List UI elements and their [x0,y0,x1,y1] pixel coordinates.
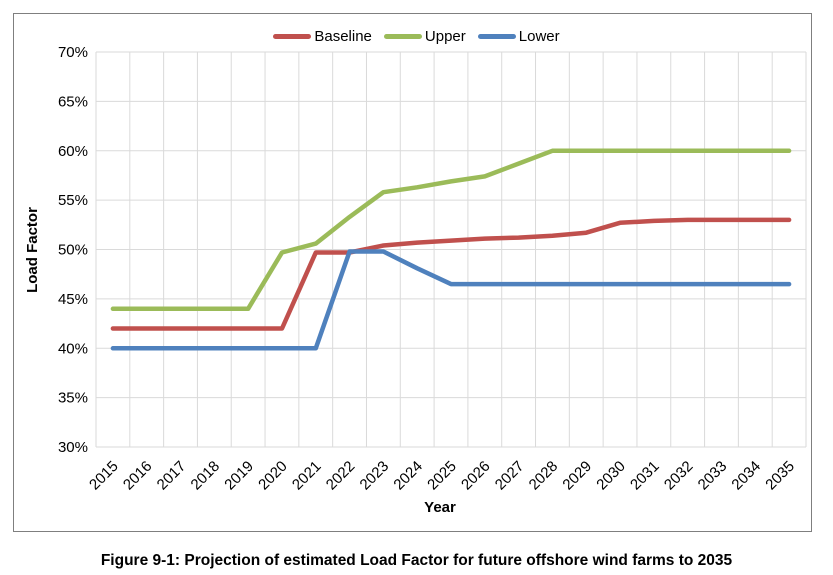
y-tick-label: 55% [58,192,88,209]
x-tick-label: 2032 [661,458,697,494]
legend-item-lower: Lower [477,28,560,45]
figure-caption: Figure 9-1: Projection of estimated Load… [100,552,733,569]
y-tick-label: 45% [58,291,88,308]
y-tick-label: 70% [58,44,88,61]
legend-label-lower: Lower [518,28,560,45]
y-tick-label: 40% [58,340,88,357]
x-tick-label: 2017 [154,458,190,494]
upper-series-swatch [383,33,422,40]
x-tick-label: 2019 [221,458,257,494]
series-line-baseline [110,217,792,331]
x-tick-label: 2020 [255,458,291,494]
y-tick-label: 35% [58,390,88,407]
x-tick-label: 2026 [458,458,494,494]
x-tick-label: 2021 [289,458,325,494]
x-tick-label: 2023 [357,458,393,494]
x-tick-label: 2022 [323,458,359,494]
y-tick-label: 50% [58,242,88,259]
y-tick-label: 65% [58,93,88,110]
x-tick-label: 2031 [627,458,663,494]
chart-legend: Baseline Upper Lower [0,29,833,44]
x-tick-label: 2025 [424,458,460,494]
y-tick-label: 60% [58,143,88,160]
x-tick-label: 2034 [728,458,764,494]
series-line-lower [110,249,792,351]
x-tick-label: 2027 [492,458,528,494]
baseline-series-swatch [273,33,312,40]
chart-frame [13,13,812,532]
x-tick-label: 2024 [390,458,426,494]
legend-label-baseline: Baseline [314,28,372,45]
x-tick-label: 2033 [695,458,731,494]
x-tick-label: 2015 [86,458,122,494]
x-tick-label: 2030 [593,458,629,494]
legend-item-baseline: Baseline [273,29,372,44]
x-tick-label: 2016 [120,458,156,494]
chart-plot-area: 30%35%40%45%50%55%60%65%70%2015201620172… [58,44,807,494]
x-tick-label: 2029 [559,458,595,494]
y-axis-title: Load Factor [24,207,41,293]
y-tick-label: 30% [58,439,88,456]
x-tick-label: 2018 [188,458,224,494]
lower-series-swatch [477,33,516,40]
legend-item-upper: Upper [383,28,466,45]
x-axis-title: Year [424,499,456,516]
legend-label-upper: Upper [424,28,466,45]
x-tick-label: 2028 [526,458,562,494]
series-line-upper [110,148,792,312]
load-factor-line-chart: 30%35%40%45%50%55%60%65%70%2015201620172… [24,44,807,516]
x-tick-label: 2035 [762,458,798,494]
